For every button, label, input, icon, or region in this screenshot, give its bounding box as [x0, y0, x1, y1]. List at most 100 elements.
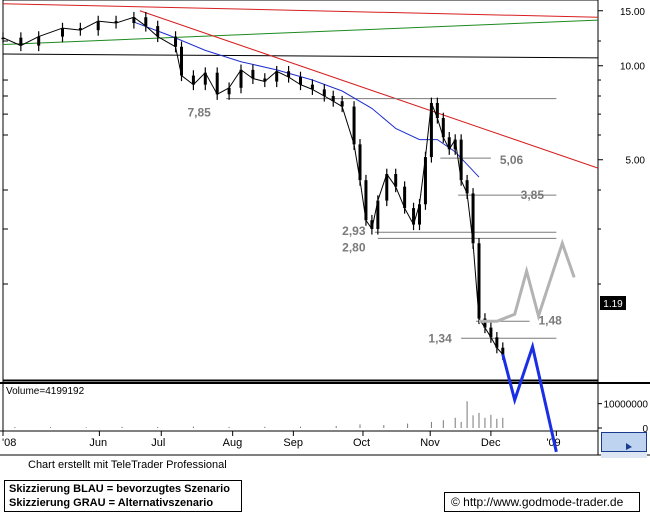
x-tick-label: Jun	[89, 437, 107, 449]
level-label: 3,85	[521, 188, 545, 202]
price-candle-body	[435, 102, 439, 119]
price-path-segment	[288, 76, 301, 86]
price-candle-body	[358, 144, 362, 181]
price-path-segment	[252, 78, 265, 83]
price-candle-body	[495, 337, 499, 348]
price-path-segment	[466, 193, 474, 244]
level-label: 2,80	[342, 240, 366, 254]
price-candle-body	[239, 69, 243, 88]
x-tick-label: Oct	[353, 437, 370, 449]
price-path-segment	[377, 173, 388, 201]
y-tick-label: 5.00	[626, 156, 646, 167]
price-path-segment	[419, 156, 426, 205]
grey-alternative-scenario	[479, 238, 576, 323]
price-path-segment	[157, 36, 176, 48]
price-candle-body	[501, 347, 505, 355]
price-path-segment	[430, 102, 438, 119]
price-candle-body	[331, 96, 335, 102]
x-tick-label: Jul	[151, 437, 165, 449]
level-label: 1,48	[539, 313, 563, 327]
price-candle-body	[203, 72, 207, 85]
price-candle-body	[483, 318, 487, 328]
black-horizontal-line	[2, 53, 599, 59]
price-path-segment	[365, 219, 373, 230]
volume-label: Volume=4199192	[6, 386, 85, 397]
y-tick-label: 10.00	[620, 62, 645, 73]
price-candle-body	[37, 36, 41, 46]
level-label: 2,93	[342, 224, 366, 238]
level-label: 5,06	[500, 153, 524, 167]
price-candle-body	[394, 174, 398, 187]
y-tick-label: 15.00	[620, 7, 645, 18]
price-path-segment	[175, 46, 182, 76]
price-path-segment	[145, 25, 159, 37]
arrow-icon	[626, 443, 632, 450]
source-url[interactable]: © http://www.godmode-trader.de	[451, 495, 624, 509]
price-path-segment	[38, 27, 63, 38]
green-trendline	[2, 19, 599, 45]
price-path-segment	[240, 69, 254, 79]
price-candle-body	[322, 89, 326, 96]
price-path-segment	[341, 106, 355, 145]
price-path-segment	[228, 69, 242, 89]
price-path-segment	[359, 180, 367, 221]
x-tick-label: Aug	[223, 437, 243, 449]
price-path-segment	[264, 70, 278, 82]
corner-strip	[601, 452, 647, 458]
price-candle-body	[385, 174, 389, 201]
price-candle-body	[114, 21, 118, 24]
price-candle-body	[441, 118, 445, 138]
price-path-segment	[20, 36, 39, 47]
support-resistance-levels: 7,85 5,06 3,85 2,93 2,80 1,48 1,34	[187, 98, 563, 345]
price-path-segment	[80, 20, 99, 31]
price-candle-body	[299, 77, 302, 85]
price-candle-body	[1, 37, 5, 40]
x-axis: '08 Jun Jul Aug Sep Oct Nov Dec '09	[2, 431, 561, 449]
price-candle-body	[215, 72, 219, 95]
price-candle-body	[287, 71, 291, 78]
level-label: 1,34	[428, 331, 452, 345]
price-candle-body	[465, 180, 469, 194]
price-candle-body	[144, 17, 148, 27]
y-axis: 15.00 10.00 5.00	[3, 7, 646, 285]
price-path-segment	[448, 139, 456, 150]
source-url-box[interactable]: © http://www.godmode-trader.de	[444, 492, 640, 512]
legend-grey: Skizzierung GRAU = Alternativszenario	[9, 497, 214, 509]
price-candle-body	[459, 139, 463, 181]
price-candle-body	[477, 243, 481, 319]
chart-credit: Chart erstellt mit TeleTrader Profession…	[28, 459, 227, 471]
volume-tick-label: 10000000	[604, 400, 649, 411]
price-candle-body	[174, 36, 178, 47]
price-candle-body	[364, 180, 368, 221]
price-candle-body	[180, 46, 183, 76]
volume-axis: 10000000 0	[598, 400, 648, 435]
price-candle-body	[310, 84, 314, 90]
price-path-segment	[181, 75, 194, 86]
price-path-segment	[312, 88, 325, 97]
price-path-segment	[395, 186, 406, 209]
price-path-segment	[193, 72, 206, 85]
price-path-segment	[436, 117, 444, 138]
price-candle-body	[471, 193, 475, 244]
price-path-segment	[324, 95, 334, 102]
chart-toggle-button[interactable]	[601, 432, 647, 452]
price-path-segment	[496, 347, 504, 355]
price-candle-body	[489, 327, 493, 338]
price-path-segment	[276, 70, 289, 78]
price-candle-body	[191, 75, 195, 85]
price-path-segment	[404, 207, 414, 225]
price-candle-body	[403, 186, 407, 209]
price-path-segment	[460, 179, 468, 194]
price-candle-body	[275, 71, 279, 82]
price-path-segment	[62, 27, 81, 31]
price-path-segment	[484, 327, 492, 338]
price-path-segment	[413, 204, 420, 225]
price-path-segment	[300, 84, 313, 90]
price-candle-body	[263, 78, 267, 82]
price-candle-body	[370, 220, 374, 230]
price-path-segment	[133, 16, 147, 27]
price-path-segment	[332, 100, 343, 108]
x-tick-label: Dec	[481, 437, 501, 449]
volume-bars	[14, 401, 504, 428]
price-candle-body	[96, 21, 100, 31]
